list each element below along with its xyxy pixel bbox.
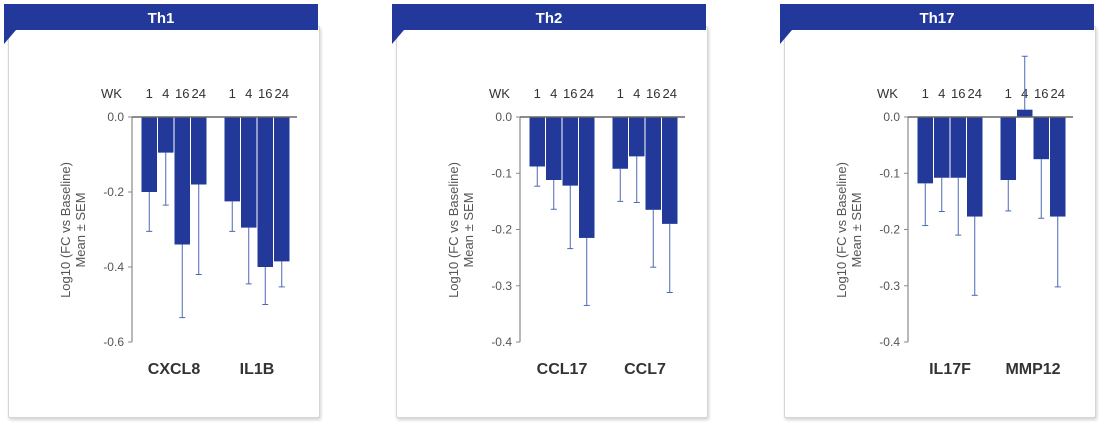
y-tick-label: 0.0	[883, 110, 900, 124]
week-tick-label: 24	[1051, 86, 1065, 101]
week-label: WK	[877, 86, 898, 101]
y-axis-label-line1: Log10 (FC vs Baseline)	[446, 162, 461, 298]
y-axis-label-line1: Log10 (FC vs Baseline)	[834, 162, 849, 298]
bar	[141, 117, 157, 192]
bar	[191, 117, 207, 185]
y-tick-label: -0.4	[103, 260, 124, 274]
y-tick-label: 0.0	[107, 110, 124, 124]
bar	[950, 117, 966, 178]
panel-th17: Th17 Log10 (FC vs Baseline) Mean ± SEM WK 1 4…	[776, 0, 1106, 422]
y-tick-label: -0.4	[879, 335, 900, 349]
bar	[934, 117, 950, 178]
week-tick-label: 1	[534, 86, 541, 101]
title-banner-shape	[4, 4, 318, 44]
bar	[967, 117, 983, 217]
week-tick-label: 24	[192, 86, 206, 101]
chart-card	[784, 26, 1096, 418]
y-tick-label: -0.2	[103, 185, 124, 199]
y-tick-label: -0.1	[491, 166, 512, 180]
y-axis-label-line2: Mean ± SEM	[461, 192, 476, 267]
series-label: IL17F	[929, 361, 971, 378]
week-tick-label: 24	[968, 86, 982, 101]
y-tick-label: -0.3	[491, 279, 512, 293]
panel-th1: Th1 Log10 (FC vs Baseline) Mean ± SEM WK 1 4 1…	[0, 0, 330, 422]
week-label: WK	[101, 86, 122, 101]
week-tick-label: 16	[175, 86, 189, 101]
week-tick-label: 4	[245, 86, 252, 101]
bar	[241, 117, 257, 228]
week-tick-label: 24	[580, 86, 594, 101]
week-tick-label: 24	[663, 86, 677, 101]
bar	[257, 117, 273, 267]
bar	[612, 117, 628, 169]
y-tick-label: -0.1	[879, 166, 900, 180]
y-tick-label: -0.3	[879, 279, 900, 293]
bar	[562, 117, 578, 186]
y-axis-label-line2: Mean ± SEM	[849, 192, 864, 267]
week-tick-label: 16	[1034, 86, 1048, 101]
week-tick-label: 1	[229, 86, 236, 101]
week-tick-label: 4	[550, 86, 557, 101]
week-tick-label: 4	[633, 86, 640, 101]
bar	[662, 117, 678, 224]
title-banner: Th1	[4, 4, 318, 44]
week-tick-label: 1	[146, 86, 153, 101]
bar	[629, 117, 645, 157]
title-banner: Th17	[780, 4, 1094, 44]
week-tick-label: 1	[617, 86, 624, 101]
series-label: CCL7	[624, 361, 666, 378]
week-tick-label: 24	[275, 86, 289, 101]
title-banner: Th2	[392, 4, 706, 44]
bar	[1033, 117, 1049, 160]
week-tick-label: 16	[563, 86, 577, 101]
bar	[645, 117, 661, 210]
bar	[1000, 117, 1016, 180]
title-banner-shape	[780, 4, 1094, 44]
y-tick-label: -0.2	[491, 223, 512, 237]
bar	[1017, 109, 1033, 117]
week-label: WK	[489, 86, 510, 101]
bar	[174, 117, 190, 245]
series-label: IL1B	[240, 361, 275, 378]
y-tick-label: -0.4	[491, 335, 512, 349]
bar	[546, 117, 562, 180]
bar	[1050, 117, 1066, 217]
y-tick-label: 0.0	[495, 110, 512, 124]
panel-th2: Th2 Log10 (FC vs Baseline) Mean ± SEM WK 1 4 1…	[388, 0, 718, 422]
bar	[579, 117, 595, 238]
y-axis-label-line2: Mean ± SEM	[73, 192, 88, 267]
series-label: CXCL8	[148, 361, 201, 378]
week-tick-label: 1	[1005, 86, 1012, 101]
week-tick-label: 1	[922, 86, 929, 101]
week-tick-label: 16	[258, 86, 272, 101]
y-tick-label: -0.2	[879, 223, 900, 237]
week-tick-label: 16	[951, 86, 965, 101]
week-tick-label: 4	[938, 86, 945, 101]
y-axis-label-line1: Log10 (FC vs Baseline)	[58, 162, 73, 298]
title-banner-shape	[392, 4, 706, 44]
chart-title: Th1	[148, 10, 175, 27]
chart-title: Th17	[919, 10, 954, 27]
bar	[274, 117, 290, 262]
week-tick-label: 16	[646, 86, 660, 101]
series-label: CCL17	[537, 361, 588, 378]
bar	[529, 117, 545, 167]
chart-title: Th2	[536, 10, 563, 27]
bar	[224, 117, 240, 202]
bar	[158, 117, 174, 153]
bar	[917, 117, 933, 184]
week-tick-label: 4	[162, 86, 169, 101]
y-tick-label: -0.6	[103, 335, 124, 349]
series-label: MMP12	[1005, 361, 1060, 378]
